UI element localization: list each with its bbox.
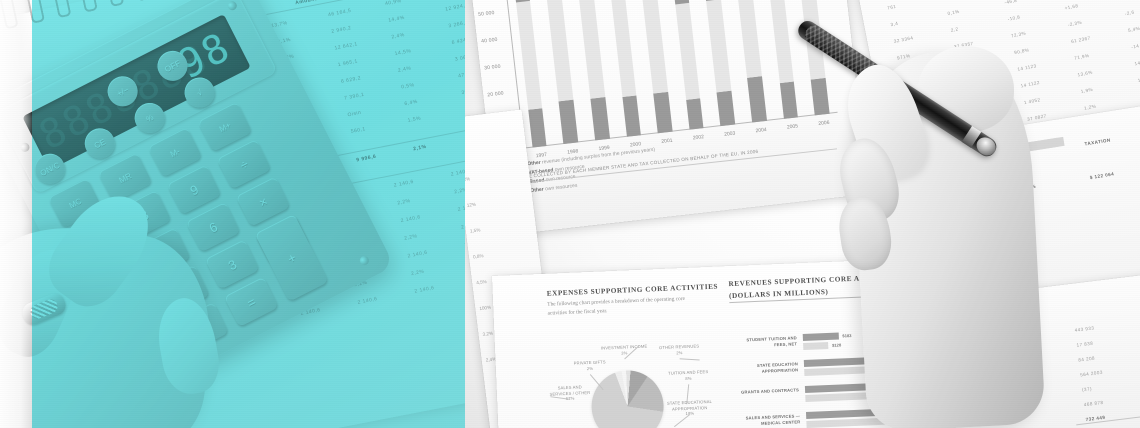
bar-group: 2000 (610, 0, 641, 148)
screw-icon (18, 141, 31, 154)
ledger-cell: 40,9% (384, 0, 403, 8)
ledger-total-cell: 9 996,6 (355, 153, 377, 164)
bar-group: 1997 (514, 0, 547, 159)
bar-segment (558, 99, 579, 144)
y-axis-tick: 40 000 (480, 36, 498, 45)
pie-slice-label: PRIVATE GIFTS 2% (573, 359, 606, 371)
pie-slice-label: TUITION AND FEES 8% (668, 369, 709, 381)
bar-segment (675, 3, 701, 101)
bar-segment (716, 90, 736, 127)
bar-segment (769, 0, 794, 83)
ledger-cell: 2,2% (453, 186, 465, 196)
bar-group: 2004 (737, 0, 767, 134)
sliver-cell: 0,8% (472, 253, 484, 260)
ledger-cell: 560,1 (350, 126, 367, 135)
bar-group: 2001 (642, 0, 673, 145)
bar-segment (578, 0, 605, 99)
bar-segment (642, 0, 668, 94)
ledger-cell: 2,4% (397, 65, 412, 74)
bar-segment (590, 97, 610, 141)
ledger-cell: 6,4% (404, 98, 419, 108)
ledger-cell: 3 061,1 (454, 53, 465, 63)
bar-segment (653, 91, 673, 134)
ledger-cell: 14,5% (394, 48, 412, 58)
ledger-cell: 12 924,3 (444, 2, 465, 13)
bar-segment (515, 1, 543, 111)
ledger-cell: 14,4% (387, 14, 406, 24)
pie-circle (590, 368, 666, 428)
pie-slice-label: OTHER REVENUES 2% (658, 343, 700, 355)
ledger-cell: 2,4% (391, 32, 406, 41)
y-axis-tick: 20 000 (487, 90, 505, 99)
ledger-cell: 3 266,1 (447, 19, 465, 30)
bar-group: 1998 (546, 0, 579, 156)
ledger-total-cell: 2,1% (412, 143, 428, 153)
bar-segment (622, 94, 642, 137)
ledger-cell: 2 140,6 (413, 285, 435, 295)
hand-holding-pen (794, 0, 1140, 428)
bar-segment (546, 0, 574, 102)
ledger-cell: 2 140,6 (393, 178, 415, 189)
ledger-cell: 2,2% (403, 233, 418, 242)
ledger-cell: Oisin (347, 109, 362, 119)
ledger-cell: 1,5% (407, 115, 422, 124)
hbar-category-label: GRANTS AND CONTRACTS (740, 387, 800, 395)
bar-group: 1999 (578, 0, 610, 152)
ledger-cell: 47,6 (457, 71, 465, 80)
ledger-cell: 12 642,1 (334, 41, 359, 52)
ledger-cell: 46 164,5 (327, 7, 352, 19)
ledger-cell: 2,2% (410, 268, 425, 278)
bar-segment (779, 81, 799, 119)
y-axis-tick: 50 000 (477, 10, 495, 18)
ledger-cell: 2 140,6 (450, 167, 465, 178)
ledger-cell: 2 140,6 (464, 239, 465, 249)
ledger-cell: 1 965,1 (337, 58, 359, 69)
sliver-cell: 100% (479, 304, 492, 312)
bar-segment (706, 0, 732, 93)
ledger-cell: 2 140,6 (457, 203, 465, 214)
bar-segment (747, 76, 767, 123)
sliver-cell: 1,5% (469, 227, 481, 234)
bar-group: 2005 (769, 0, 798, 131)
expenses-pie-chart: INVESTMENT INCOME 3% OTHER REVENUES 2% PRIVA… (549, 341, 712, 428)
ledger-cell: 2 140,6 (357, 296, 379, 306)
bar-segment (528, 108, 547, 148)
sliver-cell: 3,2% (482, 330, 494, 337)
bar-segment (737, 0, 762, 79)
left-photo-region: Agenda 2000 Table 4020052006Amount%Amoun… (0, 0, 465, 428)
ledger-cell: 2 140,6 (400, 214, 422, 225)
expenses-chart-subtitle: The following chart provides a breakdown… (547, 295, 686, 317)
screw-icon (226, 0, 239, 12)
pie-slice-label: INVESTMENT INCOME 3% (600, 343, 648, 356)
ledger-cell: 2,2% (460, 222, 465, 231)
y-axis-tick: 30 000 (483, 63, 502, 72)
hand-operating-calculator (0, 179, 290, 428)
hbar-category-label: SALES AND SERVICES — MEDICAL CENTER (745, 413, 801, 426)
ledger-cell: 7 390,1 (343, 91, 365, 102)
bar-group: 2003 (702, 0, 736, 138)
sliver-cell: 12% (466, 201, 477, 208)
ledger-cell: 6 629,2 (340, 75, 362, 85)
ledger-cell: 2 940,2 (330, 25, 352, 35)
ledger-cell: 2 140,6 (407, 249, 429, 260)
hbar-category-label: STUDENT TUITION AND FEES, NET (746, 335, 798, 347)
ledger-cell: 2,2% (396, 197, 412, 207)
bar-segment (686, 98, 704, 130)
sliver-cell: 4,5% (475, 279, 487, 286)
ledger-cell: 0,5% (400, 82, 416, 91)
hbar-category-label: STATE EDUCATION APPROPRIATION (756, 361, 799, 374)
bar-group: 2002 (671, 0, 704, 141)
pie-leader-line (679, 358, 700, 361)
ledger-cell: 30,1 (460, 88, 465, 97)
ledger-cell: 6 424,4 (451, 36, 465, 47)
bar-segment (610, 0, 637, 97)
